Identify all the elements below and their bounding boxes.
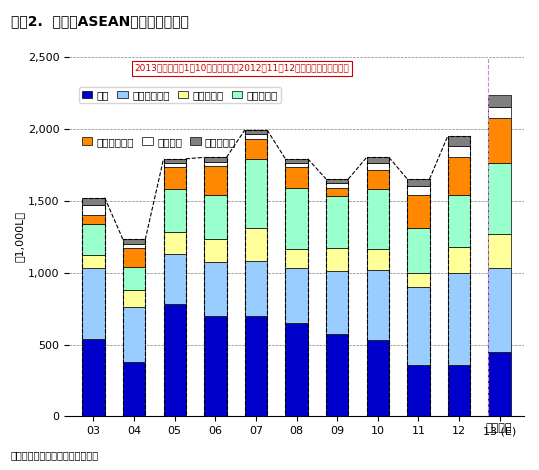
Bar bbox=[407, 287, 430, 365]
Bar bbox=[367, 170, 389, 189]
Bar bbox=[407, 365, 430, 416]
Bar bbox=[326, 248, 348, 271]
Bar bbox=[245, 228, 267, 261]
Bar bbox=[448, 247, 470, 273]
Bar bbox=[448, 157, 470, 195]
Bar bbox=[488, 352, 511, 416]
Bar bbox=[367, 250, 389, 270]
Bar bbox=[163, 232, 186, 254]
Bar bbox=[123, 290, 146, 307]
Bar bbox=[204, 162, 226, 166]
Bar bbox=[326, 183, 348, 188]
Bar bbox=[448, 136, 470, 146]
Bar bbox=[163, 254, 186, 304]
Bar bbox=[407, 179, 430, 186]
Bar bbox=[204, 316, 226, 416]
Bar bbox=[367, 270, 389, 340]
Bar bbox=[367, 189, 389, 250]
Bar bbox=[82, 339, 105, 416]
Bar bbox=[367, 163, 389, 170]
Bar bbox=[326, 196, 348, 248]
Bar bbox=[245, 316, 267, 416]
Bar bbox=[163, 163, 186, 167]
Text: （暦年）: （暦年） bbox=[486, 423, 512, 433]
Bar bbox=[123, 244, 146, 248]
Bar bbox=[285, 167, 308, 188]
Bar bbox=[82, 268, 105, 339]
Bar bbox=[123, 267, 146, 290]
Bar bbox=[448, 146, 470, 157]
Bar bbox=[407, 273, 430, 287]
Bar bbox=[163, 304, 186, 416]
Bar bbox=[488, 163, 511, 234]
Bar bbox=[204, 239, 226, 262]
Bar bbox=[82, 215, 105, 224]
Bar bbox=[367, 340, 389, 416]
Bar bbox=[204, 195, 226, 239]
Bar bbox=[204, 157, 226, 162]
Bar bbox=[448, 195, 470, 247]
Bar bbox=[245, 130, 267, 134]
Bar bbox=[326, 188, 348, 196]
Bar bbox=[245, 159, 267, 228]
Bar bbox=[326, 335, 348, 416]
Bar bbox=[407, 195, 430, 228]
Bar bbox=[245, 134, 267, 139]
Bar bbox=[407, 228, 430, 273]
Bar bbox=[123, 362, 146, 416]
Bar bbox=[82, 198, 105, 205]
Text: 図表2.  醤油のASEAN諸国向け輸出量: 図表2. 醤油のASEAN諸国向け輸出量 bbox=[11, 14, 189, 28]
Bar bbox=[407, 186, 430, 195]
Bar bbox=[285, 268, 308, 323]
Bar bbox=[82, 205, 105, 215]
Bar bbox=[285, 250, 308, 268]
Bar bbox=[123, 248, 146, 267]
Bar bbox=[448, 365, 470, 416]
Bar bbox=[82, 224, 105, 255]
Text: 2013年は、同年1～10月迄の実績と2012年11～12月の実績の合算で推計: 2013年は、同年1～10月迄の実績と2012年11～12月の実績の合算で推計 bbox=[135, 64, 349, 73]
Bar bbox=[285, 163, 308, 167]
Bar bbox=[163, 189, 186, 232]
Legend: インドネシア, ベトナム, カンボジア: インドネシア, ベトナム, カンボジア bbox=[79, 134, 239, 150]
Bar bbox=[285, 323, 308, 416]
Bar bbox=[123, 307, 146, 362]
Bar bbox=[488, 268, 511, 352]
Bar bbox=[163, 167, 186, 189]
Bar bbox=[488, 107, 511, 118]
Bar bbox=[285, 159, 308, 163]
Bar bbox=[488, 95, 511, 107]
Bar bbox=[245, 261, 267, 316]
Bar bbox=[204, 262, 226, 316]
Bar bbox=[82, 255, 105, 268]
Bar bbox=[163, 159, 186, 163]
Bar bbox=[488, 118, 511, 163]
Bar bbox=[204, 166, 226, 195]
Y-axis label: （1,000L）: （1,000L） bbox=[15, 211, 25, 262]
Bar bbox=[488, 234, 511, 268]
Bar bbox=[326, 271, 348, 335]
Bar bbox=[448, 273, 470, 365]
Bar bbox=[285, 188, 308, 250]
Text: （出所）財務省より大和総研作成: （出所）財務省より大和総研作成 bbox=[11, 451, 99, 461]
Bar bbox=[367, 157, 389, 163]
Bar bbox=[326, 179, 348, 183]
Bar bbox=[245, 139, 267, 159]
Bar bbox=[123, 239, 146, 244]
